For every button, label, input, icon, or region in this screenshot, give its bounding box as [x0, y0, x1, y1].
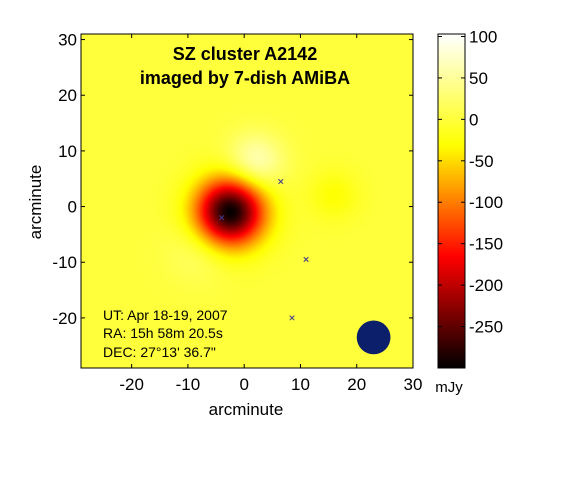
- x-tick-label: -10: [176, 375, 201, 394]
- x-tick-labels: -20 -10 0 10 20 30: [119, 375, 422, 394]
- y-tick-labels: -20 -10 0 10 20 30: [52, 31, 77, 328]
- colorbar-gradient: [437, 33, 466, 369]
- colorbar-tick-label: 100: [469, 27, 497, 46]
- point-source-marker: [278, 178, 284, 185]
- x-tick-label: 0: [239, 375, 248, 394]
- x-axis-label: arcminute: [209, 400, 284, 419]
- plot-ticks: [81, 34, 414, 368]
- y-tick-label: 10: [58, 142, 77, 161]
- heatmap-image: [81, 34, 413, 368]
- y-tick-label: 20: [58, 86, 77, 105]
- y-tick-label: 0: [68, 198, 77, 217]
- title-line-2: imaged by 7-dish AMiBA: [140, 68, 350, 88]
- colorbar-ticks: [438, 35, 465, 328]
- plot-frame: [80, 33, 414, 369]
- y-axis-label: arcminute: [26, 165, 45, 240]
- title-line-1: SZ cluster A2142: [173, 44, 317, 64]
- beam-ellipse: [356, 320, 391, 355]
- plot-title: SZ cluster A2142 imaged by 7-dish AMiBA: [140, 44, 350, 88]
- y-tick-label: -20: [52, 309, 77, 328]
- info-ra: RA: 15h 58m 20.5s: [103, 325, 223, 341]
- x-tick-label: -20: [119, 375, 144, 394]
- point-source-marker: [219, 215, 225, 221]
- colorbar-unit: mJy: [435, 379, 463, 396]
- x-tick-label: 20: [347, 375, 366, 394]
- point-source-markers: [219, 178, 309, 321]
- colorbar-tick-labels: 100 50 0 -50 -100 -150 -200 -250: [469, 27, 503, 336]
- info-dec: DEC: 27°13' 36.7": [103, 344, 216, 360]
- x-tick-label: 10: [291, 375, 310, 394]
- colorbar-tick-label: -100: [469, 193, 503, 212]
- colorbar-tick-label: -50: [469, 152, 494, 171]
- colorbar-tick-label: -200: [469, 276, 503, 295]
- info-ut-date: UT: Apr 18-19, 2007: [103, 307, 228, 323]
- point-source-marker: [303, 256, 309, 263]
- y-tick-label: 30: [58, 31, 77, 50]
- sz-map: [81, 34, 413, 368]
- x-tick-label: 30: [404, 375, 423, 394]
- colorbar-tick-label: -150: [469, 235, 503, 254]
- colorbar: 100 50 0 -50 -100 -150 -200 -250 mJy: [435, 27, 503, 396]
- colorbar-tick-label: 0: [469, 110, 478, 129]
- observation-info: UT: Apr 18-19, 2007 RA: 15h 58m 20.5s DE…: [103, 307, 228, 360]
- y-tick-label: -10: [52, 253, 77, 272]
- colorbar-tick-label: -250: [469, 318, 503, 337]
- colorbar-tick-label: 50: [469, 69, 488, 88]
- point-source-marker: [289, 315, 295, 321]
